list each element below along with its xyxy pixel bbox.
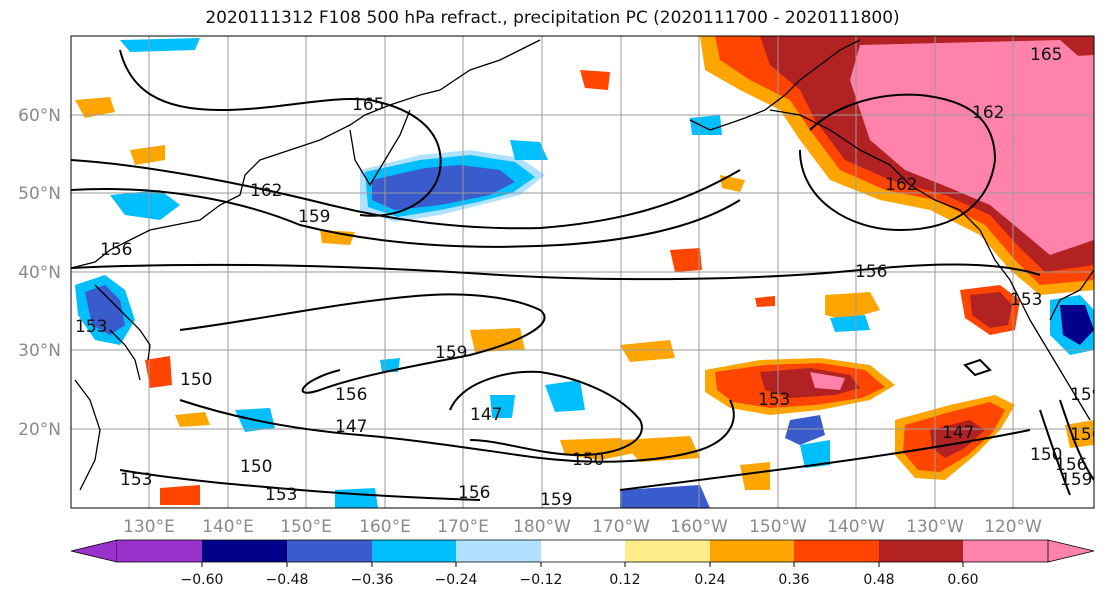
- colorbar-tick-label: −0.48: [266, 572, 309, 588]
- colorbar-segment: [287, 540, 372, 562]
- colorbar-tick-label: 0.12: [609, 572, 640, 588]
- contour-label: 159: [1060, 470, 1092, 490]
- lat-label: 60°N: [18, 106, 61, 126]
- contour-label: 150: [240, 457, 272, 477]
- colorbar-tick-label: 0.36: [778, 572, 809, 588]
- contour-label: 150: [572, 450, 604, 470]
- colorbar-tick-label: 0.48: [863, 572, 894, 588]
- contour-labels: 165 162 159 156 153 150 147 153 150 147 …: [75, 45, 1102, 510]
- lon-label: 140°E: [202, 517, 254, 537]
- contour-label: 162: [885, 175, 917, 195]
- latitude-labels: 20°N 30°N 40°N 50°N 60°N: [18, 106, 61, 440]
- contour-label: 162: [250, 181, 282, 201]
- graticule: [71, 36, 1094, 508]
- lon-label: 130°E: [123, 517, 175, 537]
- lon-label: 130°W: [906, 517, 964, 537]
- colorbar-tick-label: −0.12: [520, 572, 563, 588]
- contour-label: 156: [100, 240, 132, 260]
- map-frame: [70, 35, 1095, 509]
- negative-region-northwest-core: [372, 165, 515, 210]
- contour-label: 159: [540, 490, 572, 510]
- contour-label: 147: [942, 423, 974, 443]
- contour-label: 156: [1055, 455, 1087, 475]
- contour-label: 147: [470, 405, 502, 425]
- height-contours: [71, 49, 1094, 501]
- contour-label: 150: [180, 370, 212, 390]
- lat-label: 50°N: [18, 184, 61, 204]
- lon-label: 140°W: [827, 517, 885, 537]
- colorbar-segment: [879, 540, 963, 562]
- colorbar-segment: [456, 540, 541, 562]
- lon-label: 150°E: [280, 517, 332, 537]
- contour-label: 156: [1070, 425, 1102, 445]
- contour-label: 153: [75, 317, 107, 337]
- colorbar-segment: [541, 540, 625, 562]
- lon-label: 160°W: [670, 517, 728, 537]
- precipitation-shading: [75, 36, 1094, 508]
- contour-label: 156: [458, 483, 490, 503]
- contour-label: 165: [1030, 45, 1062, 65]
- lon-label: 180°W: [513, 517, 571, 537]
- contour-label: 153: [1010, 290, 1042, 310]
- colorbar-tick-label: −0.60: [181, 572, 224, 588]
- contour-label: 159: [1070, 385, 1102, 405]
- lon-label: 170°W: [592, 517, 650, 537]
- colorbar-segment: [202, 540, 287, 562]
- colorbar-tick-label: 0.24: [694, 572, 725, 588]
- contour-label: 153: [120, 470, 152, 490]
- contour-label: 150: [1030, 445, 1062, 465]
- contour-label: 156: [855, 262, 887, 282]
- lon-label: 170°E: [437, 517, 489, 537]
- contour-label: 153: [758, 390, 790, 410]
- contour-label: 147: [335, 417, 367, 437]
- longitude-labels: 130°E 140°E 150°E 160°E 170°E 180°W 170°…: [123, 517, 1042, 537]
- lat-label: 40°N: [18, 263, 61, 283]
- contour-label: 156: [335, 385, 367, 405]
- lat-label: 20°N: [18, 420, 61, 440]
- colorbar-tick-label: −0.36: [351, 572, 394, 588]
- colorbar-segment: [117, 540, 202, 562]
- contour-label: 159: [298, 207, 330, 227]
- colorbar-tick-label: 0.60: [947, 572, 978, 588]
- lon-label: 150°W: [749, 517, 807, 537]
- colorbar: −0.60 −0.48 −0.36 −0.24 −0.12 0.12 0.24 …: [70, 539, 1095, 588]
- colorbar-segment: [794, 540, 879, 562]
- contour-label: 165: [352, 95, 384, 115]
- lon-label: 160°E: [359, 517, 411, 537]
- colorbar-segment: [625, 540, 710, 562]
- colorbar-tick-label: −0.24: [435, 572, 478, 588]
- lat-label: 30°N: [18, 341, 61, 361]
- lon-label: 120°W: [984, 517, 1042, 537]
- contour-label: 162: [972, 103, 1004, 123]
- colorbar-segment: [372, 540, 456, 562]
- colorbar-segment: [710, 540, 794, 562]
- map-title: 2020111312 F108 500 hPa refract., precip…: [205, 8, 900, 28]
- colorbar-extend-low: [70, 539, 118, 563]
- contour-label: 153: [265, 485, 297, 505]
- contour-label: 159: [435, 343, 467, 363]
- colorbar-segment: [963, 540, 1048, 562]
- colorbar-extend-high: [1047, 539, 1095, 563]
